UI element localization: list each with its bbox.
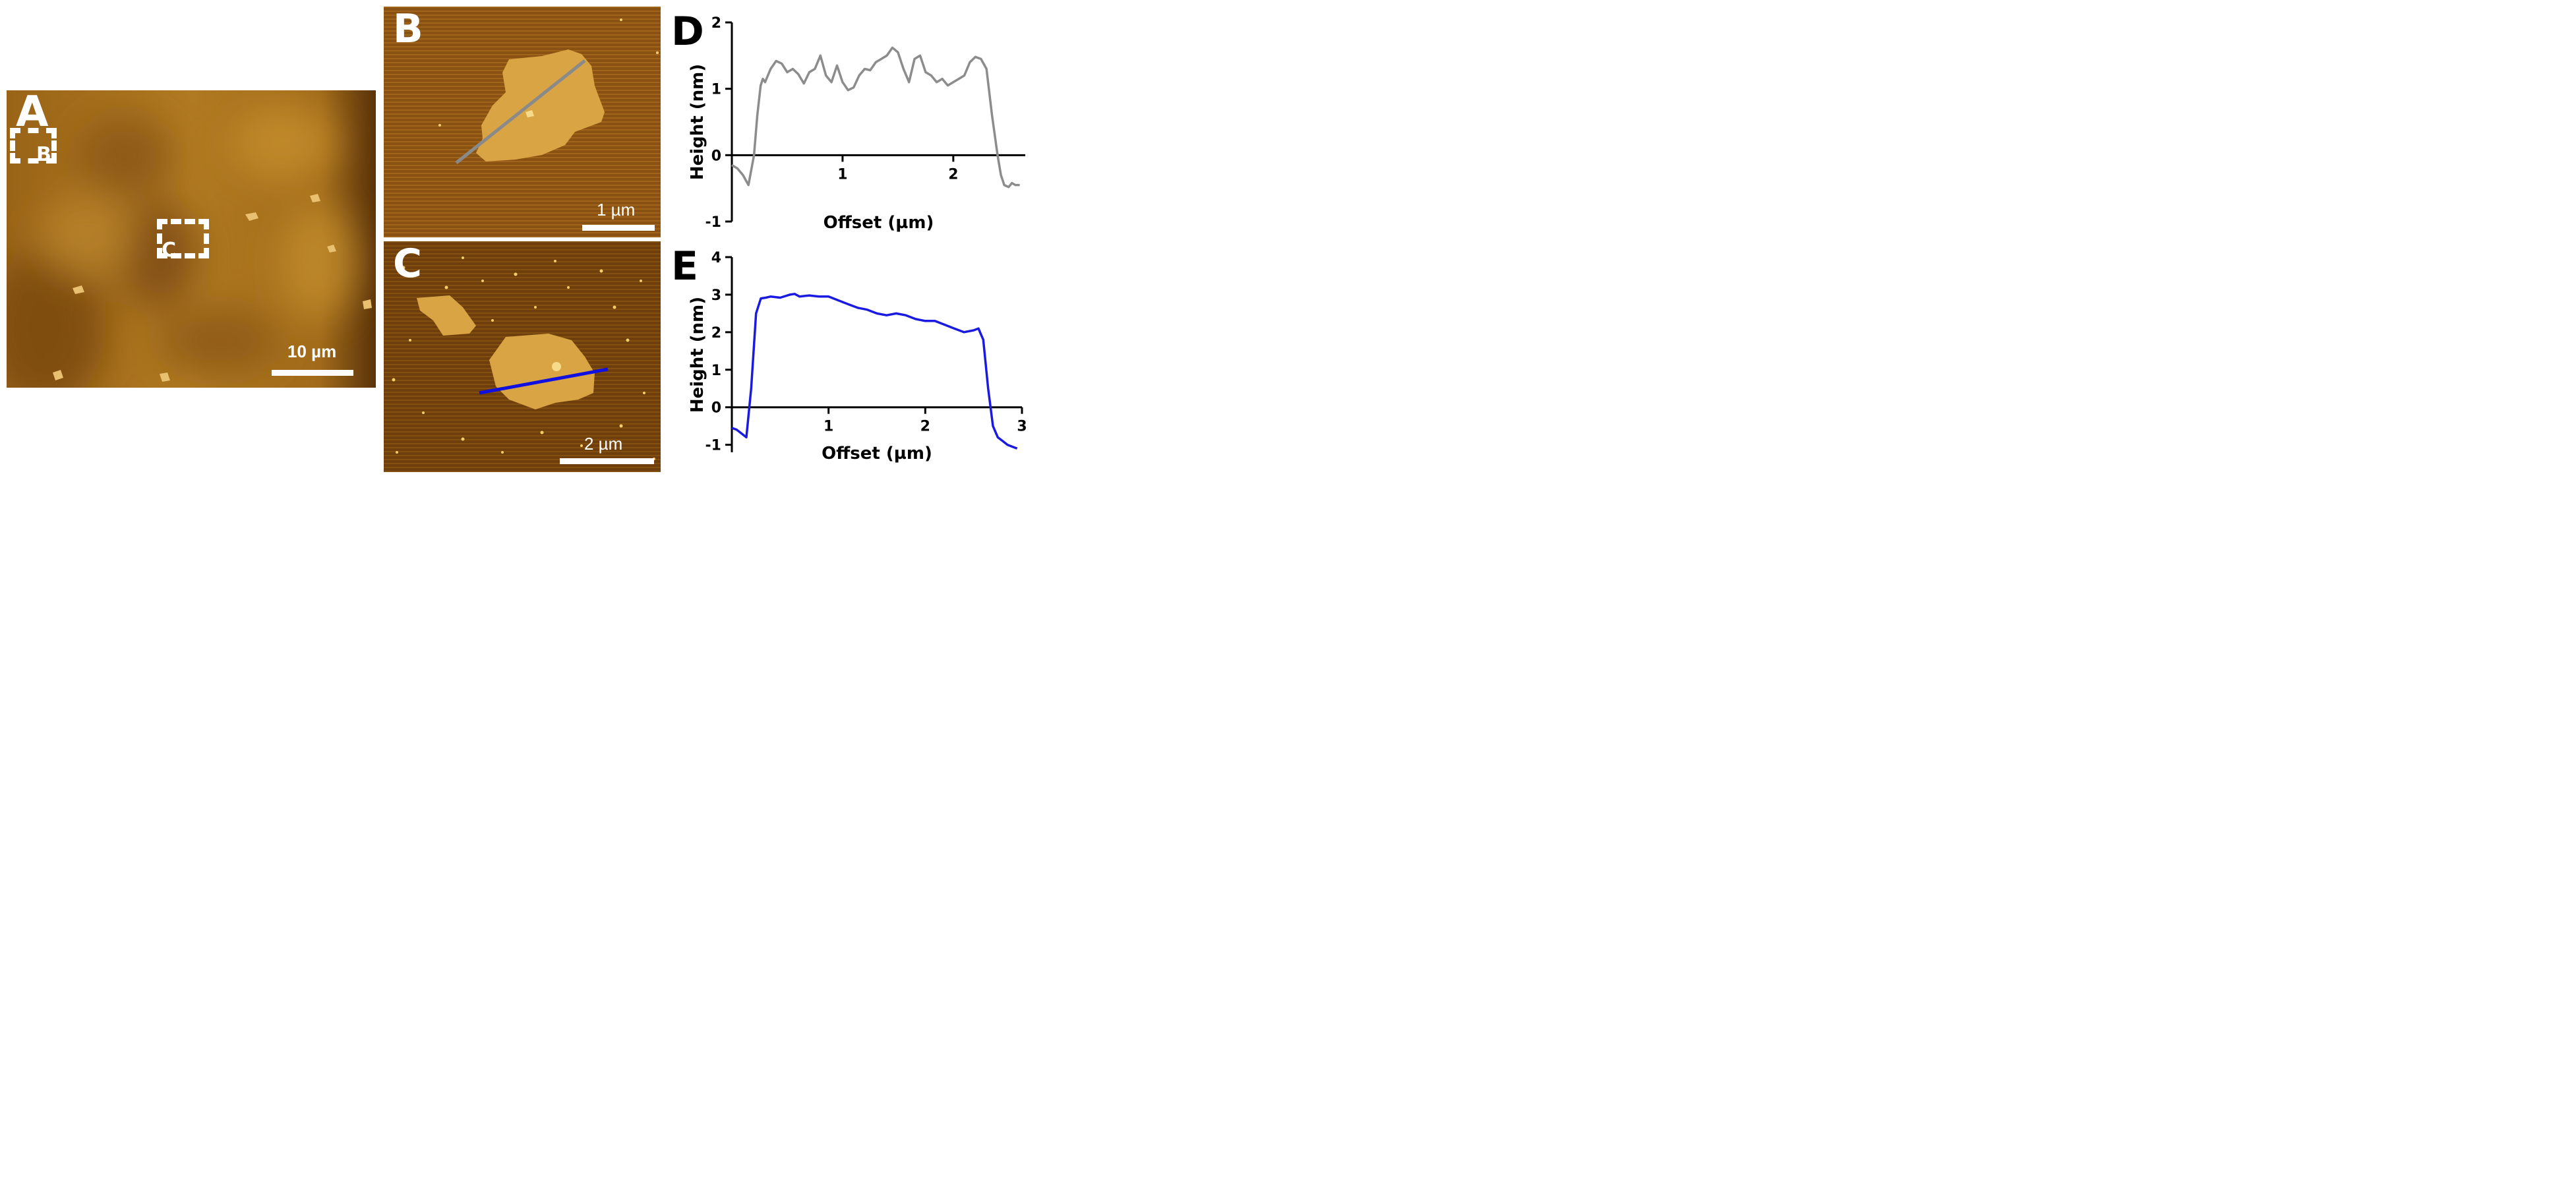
y-tick-label: -1 [705,214,721,231]
afm-topography-c [384,241,661,472]
roi-label-c: C [162,239,177,262]
flake-c-large [489,334,595,409]
y-tick-label: 4 [711,250,721,266]
panel-label-e: E [671,243,698,289]
profile-series-line [731,293,1018,450]
afm-image-panel-a [7,90,376,388]
height-profile-chart-d: -1 0 1 2 1 2 Offset (µm) Height (nm) [688,15,1025,233]
roi-box-c [157,219,209,258]
roi-label-b: B [36,143,51,166]
y-tick-label: 3 [711,287,721,304]
y-tick-label: 0 [711,148,721,164]
panel-label-a: A [16,88,49,136]
y-tick-label: 0 [711,400,721,417]
y-tick-label: -1 [705,438,721,454]
y-tick-label: 2 [711,15,721,32]
scale-bar-b [582,225,655,231]
roi-box-b [10,128,57,164]
panel-label-c: C [393,241,423,287]
y-tick-label: 1 [711,363,721,379]
x-axis-label: Offset (µm) [822,444,932,463]
profile-line-c [479,367,609,395]
afm-topography-b [384,7,661,237]
y-tick-label: 2 [711,325,721,342]
x-tick-label: 1 [824,419,833,435]
afm-image-panel-c [384,241,661,472]
scale-bar-label-a: 10 µm [287,342,337,361]
x-tick-label: 3 [1017,419,1027,435]
flake-b [476,49,605,162]
x-tick-label: 2 [948,166,958,183]
scale-bar-a [272,370,353,376]
scale-bar-label-b: 1 µm [597,200,636,220]
profile-series-line [731,46,1020,189]
x-axis-label: Offset (µm) [824,213,934,233]
afm-image-panel-b [384,7,661,237]
y-axis-label: Height (nm) [688,64,707,180]
y-axis-label: Height (nm) [688,297,707,413]
x-tick-label: 2 [920,419,930,435]
scale-bar-c [560,458,654,464]
flake-c-small [417,295,476,336]
y-tick-label: 1 [711,82,721,98]
height-profile-chart-e: -1 0 1 2 3 4 1 2 3 Offset (µm) Height (nm) [688,250,1027,463]
x-tick-label: 1 [837,166,847,183]
scale-bar-label-c: 2 µm [584,434,623,454]
flake-particles-a [53,194,372,382]
panel-label-d: D [671,9,704,55]
profile-line-b [455,59,586,164]
panel-label-b: B [393,6,423,52]
afm-topography-a [7,90,376,388]
